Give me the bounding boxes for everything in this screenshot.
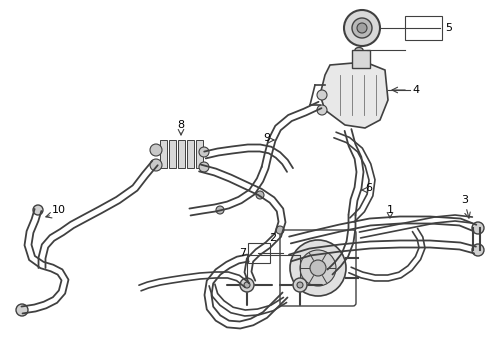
Circle shape [300, 250, 336, 286]
Text: 7: 7 [239, 248, 246, 258]
Circle shape [352, 18, 372, 38]
Bar [160, 140, 167, 168]
Circle shape [240, 278, 254, 292]
Circle shape [357, 23, 367, 33]
Bar [178, 140, 185, 168]
Polygon shape [320, 62, 388, 128]
Bar [187, 140, 194, 168]
Circle shape [317, 105, 327, 115]
Circle shape [244, 282, 250, 288]
Bar [169, 140, 176, 168]
Ellipse shape [355, 48, 363, 53]
Text: 1: 1 [387, 205, 393, 215]
Circle shape [150, 159, 162, 171]
Circle shape [317, 90, 327, 100]
Text: 8: 8 [177, 120, 185, 130]
Circle shape [199, 147, 209, 157]
Text: 4: 4 [412, 85, 419, 95]
Circle shape [276, 226, 284, 234]
Circle shape [256, 191, 264, 199]
Circle shape [290, 240, 346, 296]
Text: 10: 10 [52, 205, 66, 215]
Circle shape [33, 205, 43, 215]
Text: 3: 3 [462, 195, 468, 205]
Bar [352, 50, 370, 68]
Text: 5: 5 [445, 23, 452, 33]
Circle shape [472, 244, 484, 256]
Text: 2: 2 [270, 233, 276, 243]
Bar [405, 16, 442, 40]
Circle shape [472, 222, 484, 234]
Circle shape [310, 260, 326, 276]
Bar [196, 140, 203, 168]
Circle shape [216, 206, 224, 214]
Text: 6: 6 [365, 183, 372, 193]
Text: 9: 9 [263, 133, 270, 143]
Bar [248, 243, 270, 263]
Circle shape [199, 162, 209, 172]
Circle shape [16, 304, 28, 316]
Circle shape [297, 282, 303, 288]
Circle shape [293, 278, 307, 292]
Circle shape [150, 144, 162, 156]
Circle shape [344, 10, 380, 46]
